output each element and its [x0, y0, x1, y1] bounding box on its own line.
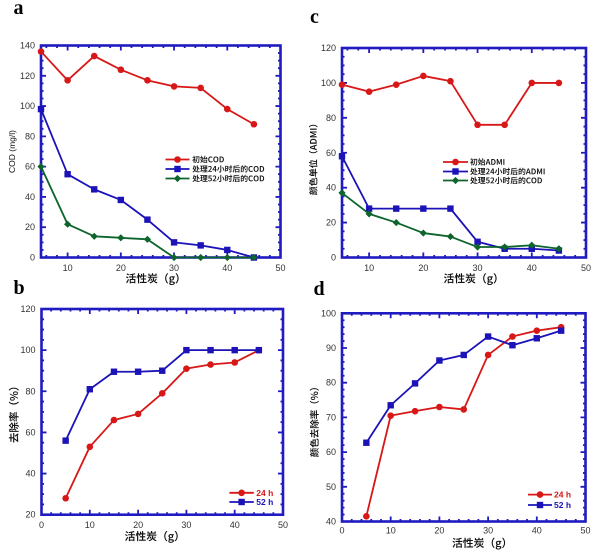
svg-text:50: 50 [580, 526, 590, 536]
svg-text:80: 80 [25, 386, 35, 396]
svg-text:120: 120 [20, 71, 35, 81]
svg-text:50: 50 [278, 520, 288, 530]
svg-text:20: 20 [25, 222, 35, 232]
svg-text:0: 0 [331, 253, 336, 263]
svg-text:30: 30 [473, 263, 483, 273]
svg-text:40: 40 [527, 263, 537, 273]
svg-text:10: 10 [63, 263, 73, 273]
svg-text:COD (mg/l): COD (mg/l) [7, 130, 17, 173]
svg-text:120: 120 [20, 304, 35, 314]
svg-text:40: 40 [326, 183, 336, 193]
svg-text:40: 40 [532, 526, 542, 536]
svg-text:40: 40 [326, 517, 336, 527]
svg-text:c: c [310, 6, 319, 28]
svg-text:40: 40 [230, 520, 240, 530]
svg-text:50: 50 [275, 263, 285, 273]
svg-text:10: 10 [85, 520, 95, 530]
svg-text:30: 30 [181, 520, 191, 530]
svg-text:40: 40 [222, 263, 232, 273]
svg-text:24 h: 24 h [554, 490, 571, 500]
svg-text:0: 0 [30, 253, 35, 263]
svg-text:20: 20 [116, 263, 126, 273]
svg-text:30: 30 [483, 526, 493, 536]
svg-text:20: 20 [25, 510, 35, 520]
svg-text:90: 90 [326, 343, 336, 353]
svg-text:100: 100 [321, 78, 336, 88]
svg-text:40: 40 [25, 192, 35, 202]
svg-text:52 h: 52 h [554, 500, 571, 510]
svg-text:100: 100 [20, 345, 35, 355]
svg-text:120: 120 [321, 43, 336, 53]
svg-text:20: 20 [133, 520, 143, 530]
svg-text:140: 140 [20, 41, 35, 51]
svg-text:40: 40 [25, 469, 35, 479]
svg-text:52 h: 52 h [256, 497, 273, 507]
svg-text:a: a [14, 0, 24, 19]
svg-text:0: 0 [339, 526, 344, 536]
svg-text:100: 100 [20, 101, 35, 111]
svg-text:60: 60 [25, 427, 35, 437]
svg-text:100: 100 [321, 308, 336, 318]
svg-text:20: 20 [434, 526, 444, 536]
svg-text:60: 60 [326, 447, 336, 457]
svg-text:b: b [14, 277, 25, 299]
svg-text:20: 20 [326, 218, 336, 228]
svg-text:60: 60 [326, 148, 336, 158]
svg-text:10: 10 [386, 526, 396, 536]
svg-text:80: 80 [25, 131, 35, 141]
svg-text:30: 30 [169, 263, 179, 273]
svg-text:10: 10 [364, 263, 374, 273]
svg-text:60: 60 [25, 162, 35, 172]
svg-text:24 h: 24 h [256, 488, 273, 498]
svg-text:80: 80 [326, 113, 336, 123]
svg-text:80: 80 [326, 378, 336, 388]
svg-text:20: 20 [418, 263, 428, 273]
svg-text:70: 70 [326, 412, 336, 422]
svg-text:50: 50 [326, 482, 336, 492]
svg-text:d: d [314, 278, 325, 300]
svg-text:50: 50 [581, 263, 591, 273]
svg-text:0: 0 [39, 520, 44, 530]
